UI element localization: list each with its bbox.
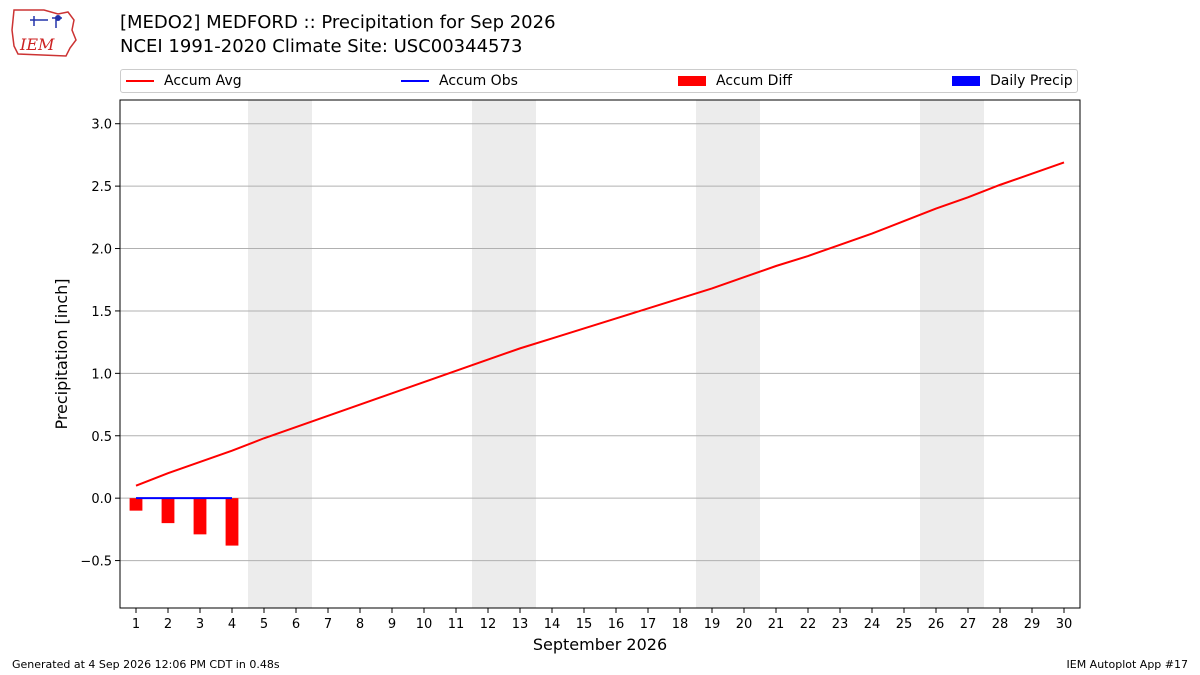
y-tick-label: 2.5 [91,180,112,195]
x-tick-label: 9 [388,617,396,632]
x-tick-label: 28 [992,617,1009,632]
iem-logo: IEM [11,9,77,57]
legend-label: Accum Obs [439,73,518,89]
y-tick-label: 0.0 [91,492,112,507]
x-tick-label: 18 [672,617,689,632]
x-axis-label: September 2026 [533,635,667,654]
plot-frame [119,99,1081,609]
legend-swatch-accum-avg [126,80,154,82]
bar-accum-diff [161,498,175,524]
y-tick-label: 1.5 [91,305,112,320]
x-tick-label: 14 [544,617,561,632]
legend-item-accum-diff: Accum Diff [678,73,792,89]
weekend-band [248,100,312,608]
weekend-band [696,100,760,608]
x-tick-label: 26 [928,617,945,632]
x-tick-label: 4 [228,617,236,632]
y-tick-label: 2.0 [91,243,112,258]
bar-accum-diff [225,498,239,546]
legend-item-accum-avg: Accum Avg [126,73,242,89]
x-tick-label: 2 [164,617,172,632]
x-tick-label: 5 [260,617,268,632]
logo-text: IEM [19,35,55,54]
x-tick-label: 10 [416,617,433,632]
bar-accum-diff [193,498,207,535]
y-tick-label: 1.0 [91,367,112,382]
x-tick-label: 21 [768,617,785,632]
x-tick-label: 6 [292,617,300,632]
legend: Accum Avg Accum Obs Accum Diff Daily Pre… [120,69,1078,93]
x-tick-label: 29 [1024,617,1041,632]
legend-item-daily-precip: Daily Precip [952,73,1073,89]
x-tick-label: 7 [324,617,332,632]
y-tick-label: −0.5 [80,555,112,570]
x-tick-label: 23 [832,617,849,632]
footer-generated-note: Generated at 4 Sep 2026 12:06 PM CDT in … [12,658,280,671]
y-axis-label: Precipitation [inch] [52,278,71,429]
legend-item-accum-obs: Accum Obs [401,73,518,89]
x-tick-label: 16 [608,617,625,632]
x-tick-label: 1 [132,617,140,632]
x-tick-label: 3 [196,617,204,632]
x-tick-label: 12 [480,617,497,632]
x-tick-label: 19 [704,617,721,632]
x-tick-label: 17 [640,617,657,632]
x-tick-label: 8 [356,617,364,632]
series-line-accum-avg [135,161,1065,487]
legend-label: Accum Diff [716,73,793,89]
legend-swatch-accum-obs [401,80,429,82]
y-tick-label: 0.5 [91,430,112,445]
x-tick-label: 25 [896,617,913,632]
y-tick-label: 3.0 [91,118,112,133]
x-tick-label: 22 [800,617,817,632]
legend-swatch-daily-precip [952,76,980,86]
chart-subtitle: NCEI 1991-2020 Climate Site: USC00344573 [120,36,523,57]
bar-accum-diff [129,498,143,511]
chart-title: [MEDO2] MEDFORD :: Precipitation for Sep… [120,12,556,33]
x-tick-label: 30 [1056,617,1073,632]
footer-app-id: IEM Autoplot App #17 [1066,658,1189,671]
x-tick-label: 20 [736,617,753,632]
x-tick-label: 27 [960,617,977,632]
weekend-band [920,100,984,608]
legend-swatch-accum-diff [678,76,706,86]
legend-label: Accum Avg [164,73,242,89]
x-tick-label: 13 [512,617,529,632]
legend-label: Daily Precip [990,73,1073,89]
x-tick-label: 11 [448,617,465,632]
x-tick-label: 24 [864,617,881,632]
x-tick-label: 15 [576,617,593,632]
